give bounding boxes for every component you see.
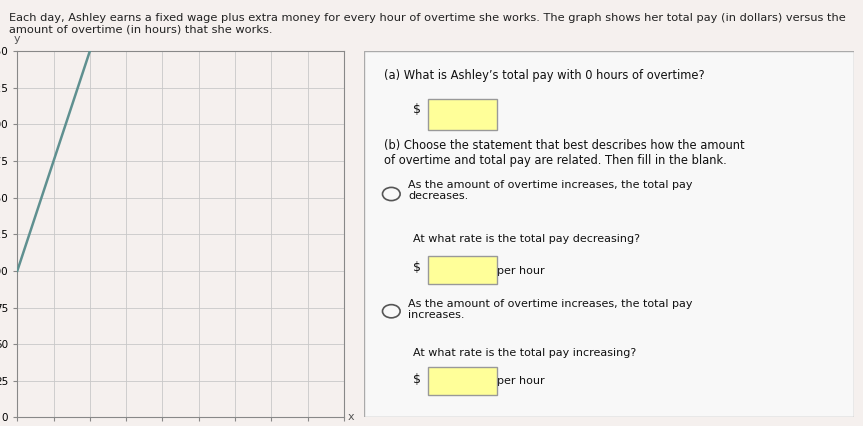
FancyBboxPatch shape: [428, 367, 497, 395]
Text: As the amount of overtime increases, the total pay
decreases.: As the amount of overtime increases, the…: [408, 179, 693, 201]
Text: y: y: [14, 34, 21, 44]
FancyBboxPatch shape: [364, 51, 854, 417]
Text: As the amount of overtime increases, the total pay
increases.: As the amount of overtime increases, the…: [408, 299, 693, 320]
Text: At what rate is the total pay increasing?: At what rate is the total pay increasing…: [413, 348, 637, 358]
Text: $: $: [413, 372, 421, 386]
Text: x: x: [348, 412, 354, 423]
Text: $: $: [413, 103, 421, 116]
Text: At what rate is the total pay decreasing?: At what rate is the total pay decreasing…: [413, 234, 640, 244]
FancyBboxPatch shape: [428, 256, 497, 284]
Text: Each day, Ashley earns a fixed wage plus extra money for every hour of overtime : Each day, Ashley earns a fixed wage plus…: [9, 13, 846, 35]
Text: (a) What is Ashley’s total pay with 0 hours of overtime?: (a) What is Ashley’s total pay with 0 ho…: [384, 69, 704, 83]
Text: (b) Choose the statement that best describes how the amount
of overtime and tota: (b) Choose the statement that best descr…: [384, 139, 745, 167]
FancyBboxPatch shape: [428, 99, 497, 130]
Text: per hour: per hour: [497, 266, 545, 276]
Text: $: $: [413, 261, 421, 274]
Text: per hour: per hour: [497, 376, 545, 386]
